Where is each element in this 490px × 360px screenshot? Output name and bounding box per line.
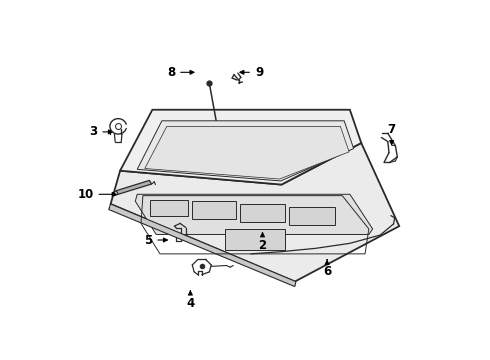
Text: 7: 7 (388, 123, 396, 144)
Text: 4: 4 (186, 291, 195, 310)
Text: 6: 6 (323, 260, 331, 278)
Text: 1: 1 (268, 142, 276, 172)
Polygon shape (120, 110, 361, 185)
Polygon shape (137, 121, 354, 181)
Polygon shape (192, 201, 236, 219)
Text: 3: 3 (89, 125, 112, 138)
Text: 9: 9 (240, 66, 263, 79)
Polygon shape (109, 204, 296, 287)
Polygon shape (145, 126, 349, 179)
Polygon shape (224, 229, 285, 250)
Text: 5: 5 (144, 234, 168, 247)
Polygon shape (289, 207, 335, 225)
Polygon shape (150, 200, 189, 216)
Polygon shape (135, 194, 372, 234)
Text: 10: 10 (77, 188, 116, 201)
Text: 8: 8 (167, 66, 194, 79)
Polygon shape (111, 143, 399, 282)
Text: 2: 2 (258, 233, 267, 252)
Polygon shape (240, 204, 285, 222)
Polygon shape (116, 180, 151, 194)
